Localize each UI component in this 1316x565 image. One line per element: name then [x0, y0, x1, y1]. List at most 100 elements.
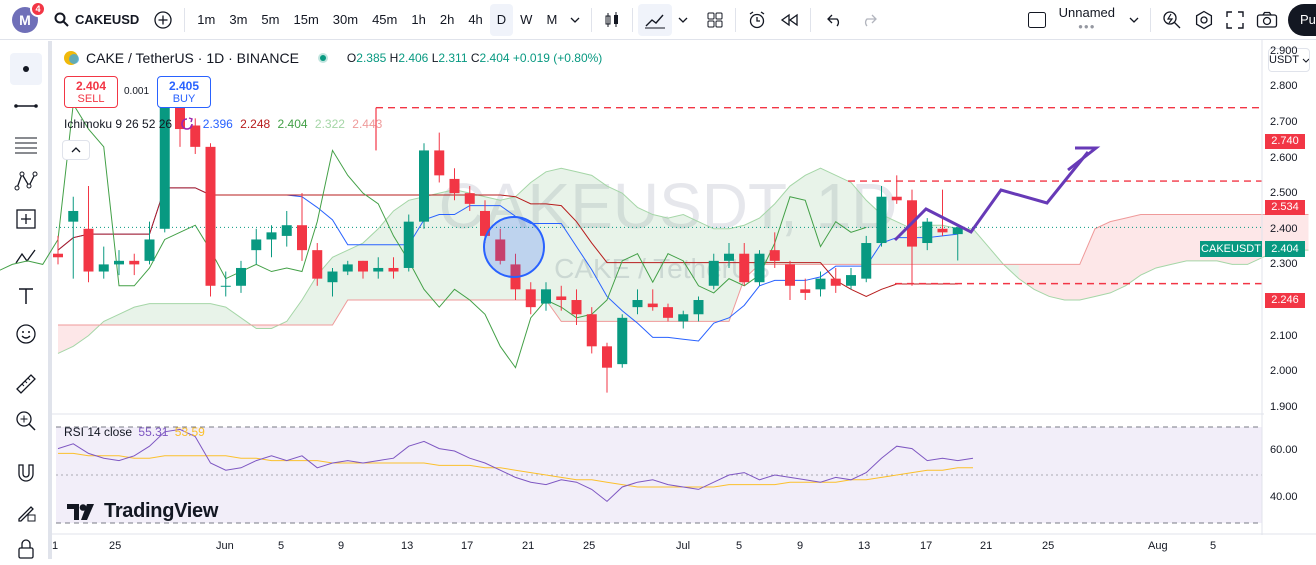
interval-d-button[interactable]: D	[489, 3, 514, 36]
cursor-tool[interactable]	[10, 53, 42, 85]
indicators-dropdown[interactable]	[672, 4, 694, 36]
current-symbol-tag: CAKEUSDT	[1200, 241, 1262, 257]
interval-1h-button[interactable]: 1h	[411, 12, 426, 27]
candle-body	[846, 275, 856, 286]
projection-path[interactable]	[893, 146, 1101, 242]
compare-symbol-button[interactable]	[147, 4, 179, 36]
cloud-segment	[1125, 214, 1141, 286]
ruler-icon	[16, 374, 36, 394]
leading-span-a	[57, 167, 1309, 354]
candle-body	[663, 307, 673, 318]
rsi-legend[interactable]: RSI 14 close 55.31 53.59	[64, 425, 205, 439]
indicators-button[interactable]	[638, 3, 673, 36]
interval-5m-button[interactable]: 5m	[261, 12, 280, 27]
price-tick: 2.300	[1270, 258, 1298, 271]
cloud-segment	[1034, 264, 1050, 297]
chart-legend: CAKE / TetherUS · 1D · BINANCE O2.385 H2…	[62, 50, 602, 66]
emoji-tool[interactable]	[10, 318, 42, 350]
separator	[632, 7, 634, 32]
chevron-down-icon	[1129, 17, 1139, 23]
low-value: 2.311	[438, 51, 468, 65]
top-toolbar: M 4 CAKEUSD 1m 3m 5m 15m 30m 45m 1h 2h 4h D W M Unn…	[0, 0, 1316, 40]
measure-tool[interactable]	[10, 368, 42, 400]
interval-m-button[interactable]: M	[546, 12, 558, 27]
pattern-tool[interactable]	[10, 165, 42, 197]
publish-button[interactable]: Pu	[1288, 3, 1316, 36]
cloud-segment	[698, 221, 714, 322]
interval-4h-button[interactable]: 4h	[468, 12, 483, 27]
quick-search-button[interactable]	[1156, 4, 1188, 36]
symbol-title[interactable]: CAKE / TetherUS · 1D · BINANCE	[86, 50, 299, 66]
date-tick: 13	[401, 540, 414, 552]
currency-select[interactable]: USDT	[1268, 48, 1310, 72]
smiley-icon	[16, 324, 36, 344]
undo-button[interactable]	[820, 4, 850, 36]
buy-button[interactable]: 2.405 BUY	[157, 76, 211, 108]
interval-1m-button[interactable]: 1m	[197, 12, 216, 27]
interval-3m-button[interactable]: 3m	[229, 12, 248, 27]
drawing-toolbar	[0, 41, 52, 559]
cloud-segment	[347, 243, 363, 301]
candle-body	[388, 267, 399, 272]
market-status-icon[interactable]	[317, 52, 329, 64]
tradingview-logo[interactable]: TradingView	[66, 500, 218, 523]
cloud-segment	[1156, 214, 1172, 268]
cloud-segment	[1171, 214, 1187, 265]
interval-45m-button[interactable]: 45m	[372, 12, 398, 27]
rewind-icon	[781, 13, 798, 26]
interval-30m-button[interactable]: 30m	[332, 12, 359, 27]
date-tick: 25	[583, 540, 596, 552]
ichimoku-legend[interactable]: Ichimoku 9 26 52 26 2.396 2.248 2.404 2.…	[64, 117, 382, 131]
layout-name-button[interactable]: Unnamed ●●●	[1053, 4, 1121, 36]
interval-dropdown[interactable]	[564, 4, 586, 36]
cloud-segment	[332, 250, 348, 325]
close-value: 2.404	[479, 51, 510, 65]
conversion-value: 2.396	[202, 117, 233, 131]
cloud-segment	[103, 314, 119, 325]
trend-line-tool[interactable]	[10, 90, 42, 122]
chart-type-candles-button[interactable]	[597, 4, 627, 36]
buy-price: 2.405	[168, 79, 200, 93]
brush-tool[interactable]	[10, 241, 42, 273]
leading-b-value: 2.443	[352, 117, 383, 131]
layout-checkbox[interactable]	[1021, 4, 1053, 36]
interval-2h-button[interactable]: 2h	[439, 12, 455, 27]
redo-button[interactable]	[854, 4, 884, 36]
highlight-circle[interactable]	[483, 216, 545, 278]
text-tool[interactable]	[10, 280, 42, 312]
redo-icon	[865, 14, 878, 26]
fullscreen-button[interactable]	[1220, 4, 1250, 36]
interval-15m-button[interactable]: 15m	[293, 12, 319, 27]
user-avatar[interactable]: M 4	[12, 0, 46, 33]
drawing-mode-tool[interactable]	[10, 496, 42, 528]
candle-body	[236, 267, 246, 286]
symbol-search-button[interactable]: CAKEUSD	[46, 4, 147, 36]
pattern-icon	[14, 171, 38, 191]
spread-value: 0.001	[124, 86, 150, 97]
settings-button[interactable]	[1188, 4, 1220, 36]
prediction-tool[interactable]	[10, 203, 42, 235]
sell-button[interactable]: 2.404 SELL	[64, 76, 118, 108]
candle-body	[800, 289, 811, 293]
layout-dropdown[interactable]	[1123, 4, 1145, 36]
rsi-ma-value: 53.59	[174, 425, 205, 439]
snapshot-button[interactable]	[1250, 4, 1284, 36]
price-tick: 2.000	[1270, 365, 1298, 378]
magnet-tool[interactable]	[10, 457, 42, 489]
replay-button[interactable]	[773, 4, 805, 36]
loading-icon	[181, 117, 194, 130]
interval-w-button[interactable]: W	[520, 12, 533, 27]
fib-tool[interactable]	[10, 129, 42, 161]
zoom-tool[interactable]	[10, 405, 42, 437]
cloud-segment	[454, 189, 470, 301]
date-tick: 5	[1210, 540, 1217, 552]
collapse-legend-button[interactable]	[62, 140, 90, 160]
lock-tool[interactable]	[10, 533, 42, 565]
candle-body	[937, 228, 948, 233]
alert-button[interactable]	[741, 4, 773, 36]
candle-body	[464, 193, 475, 204]
layouts-button[interactable]	[700, 4, 730, 36]
cloud-segment	[668, 214, 684, 322]
ichimoku-cloud	[57, 167, 1309, 354]
